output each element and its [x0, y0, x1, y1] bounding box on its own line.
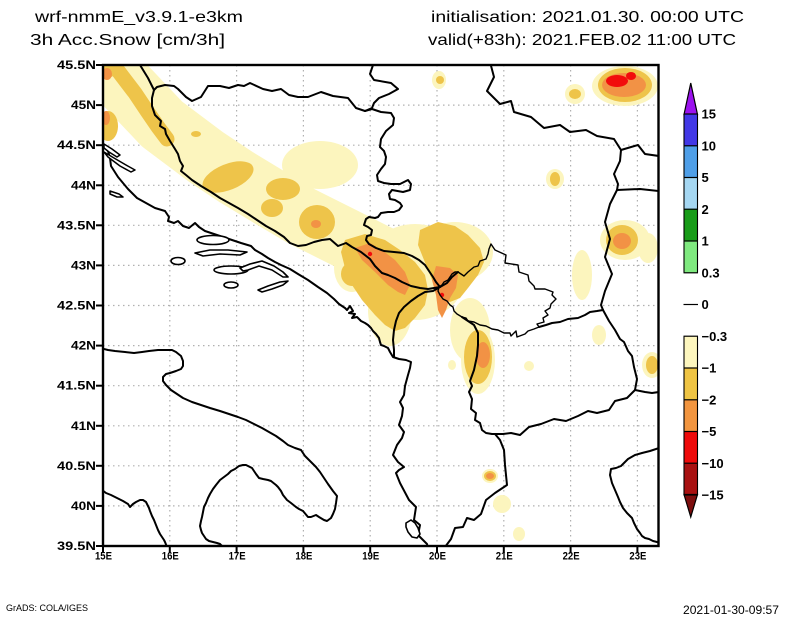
svg-text:43N: 43N [71, 258, 96, 272]
svg-text:21E: 21E [496, 551, 513, 563]
svg-text:43.5N: 43.5N [57, 218, 96, 232]
svg-text:17E: 17E [229, 551, 246, 563]
svg-text:42N: 42N [71, 339, 96, 353]
svg-text:44.5N: 44.5N [57, 138, 96, 152]
svg-text:1: 1 [702, 234, 709, 249]
svg-text:valid(+83h): 2021.FEB.02 11:00: valid(+83h): 2021.FEB.02 11:00 UTC [428, 32, 736, 49]
svg-text:−5: −5 [702, 424, 717, 439]
svg-text:−2: −2 [702, 392, 717, 407]
svg-text:0: 0 [702, 297, 709, 312]
svg-text:2021-01-30-09:57: 2021-01-30-09:57 [683, 603, 779, 617]
svg-text:−10: −10 [702, 456, 724, 471]
svg-text:2: 2 [702, 202, 709, 217]
svg-text:−1: −1 [702, 361, 717, 376]
svg-text:44N: 44N [71, 178, 96, 192]
svg-text:40.5N: 40.5N [57, 459, 96, 473]
svg-text:16E: 16E [162, 551, 179, 563]
svg-text:15E: 15E [95, 551, 112, 563]
svg-text:41N: 41N [71, 419, 96, 433]
svg-text:23E: 23E [629, 551, 646, 563]
svg-text:5: 5 [702, 170, 709, 185]
svg-text:−0.3: −0.3 [702, 329, 728, 344]
svg-text:42.5N: 42.5N [57, 299, 96, 313]
svg-text:initialisation: 2021.01.30. 0: initialisation: 2021.01.30. 00:00 UTC [431, 9, 744, 26]
svg-text:41.5N: 41.5N [57, 379, 96, 393]
svg-text:15: 15 [702, 107, 716, 122]
svg-text:GrADS: COLA/IGES: GrADS: COLA/IGES [6, 603, 88, 614]
svg-text:10: 10 [702, 138, 716, 153]
svg-text:−15: −15 [702, 488, 724, 503]
svg-text:45N: 45N [71, 98, 96, 112]
svg-text:3h Acc.Snow [cm/3h]: 3h Acc.Snow [cm/3h] [30, 32, 225, 49]
svg-text:45.5N: 45.5N [57, 58, 96, 72]
svg-text:19E: 19E [362, 551, 379, 563]
svg-text:0.3: 0.3 [702, 265, 720, 280]
svg-text:39.5N: 39.5N [57, 539, 96, 553]
svg-text:18E: 18E [295, 551, 312, 563]
svg-text:20E: 20E [429, 551, 446, 563]
svg-text:22E: 22E [563, 551, 580, 563]
svg-text:wrf-nmmE_v3.9.1-e3km: wrf-nmmE_v3.9.1-e3km [34, 9, 243, 26]
svg-text:40N: 40N [71, 499, 96, 513]
